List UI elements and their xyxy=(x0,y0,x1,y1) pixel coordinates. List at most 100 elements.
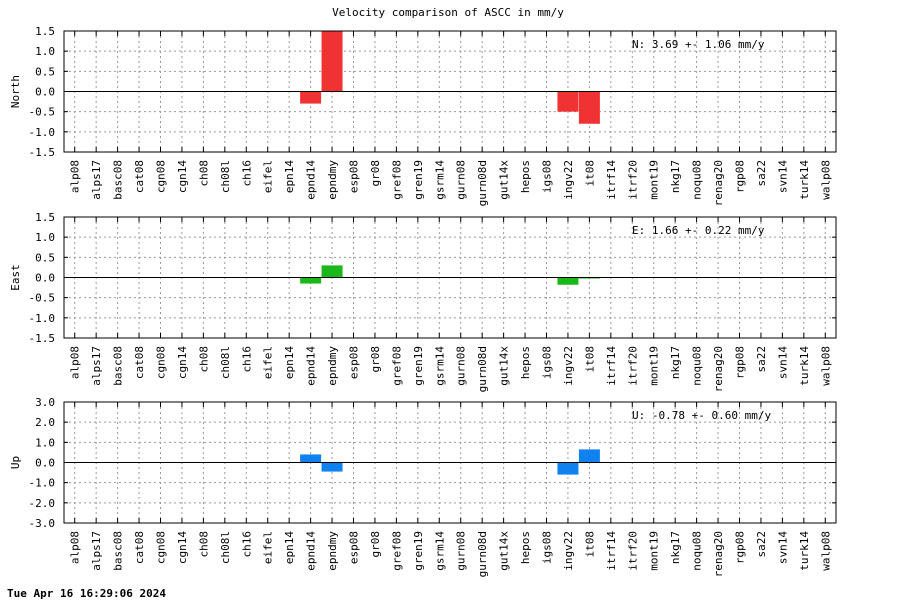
y-tick-label: -3.0 xyxy=(29,517,56,530)
x-tick-label: gref08 xyxy=(390,160,403,200)
timestamp-footer: Tue Apr 16 16:29:06 2024 xyxy=(7,587,166,600)
x-tick-label: itrf20 xyxy=(626,160,639,200)
x-tick-label: mont19 xyxy=(648,160,661,200)
x-tick-label: cgn08 xyxy=(155,346,168,379)
x-tick-label: nkg17 xyxy=(669,531,682,564)
x-tick-label: basc08 xyxy=(112,346,125,386)
x-tick-label: gurn08 xyxy=(455,346,468,386)
panel-annotation: E: 1.66 +- 0.22 mm/y xyxy=(632,224,765,237)
x-tick-label: rgp08 xyxy=(734,531,747,564)
x-tick-label: cgn08 xyxy=(155,531,168,564)
x-tick-label: ch08l xyxy=(219,346,232,379)
x-tick-label: it08 xyxy=(583,531,596,558)
x-tick-label: walp08 xyxy=(819,160,832,200)
x-tick-label: it08 xyxy=(583,346,596,373)
bar-it08 xyxy=(578,449,600,463)
x-tick-label: nkg17 xyxy=(669,346,682,379)
x-tick-label: itrf14 xyxy=(605,160,618,200)
y-tick-label: 1.0 xyxy=(35,45,55,58)
chart-title: Velocity comparison of ASCC in mm/y xyxy=(332,6,564,19)
x-tick-label: gurn08 xyxy=(455,160,468,200)
bar-epnd14 xyxy=(300,454,322,463)
y-tick-label: -2.0 xyxy=(29,497,56,510)
y-tick-label: -0.5 xyxy=(29,106,56,119)
x-tick-label: esp08 xyxy=(348,346,361,379)
y-axis-label: North xyxy=(9,75,22,108)
x-tick-label: renag20 xyxy=(712,346,725,392)
y-tick-label: 3.0 xyxy=(35,396,55,409)
bar-epndmy xyxy=(321,265,343,278)
bar-ingv22 xyxy=(557,462,579,475)
x-tick-label: rgp08 xyxy=(734,160,747,193)
bar-epnd14 xyxy=(300,91,322,104)
x-tick-label: alp08 xyxy=(69,346,82,379)
x-tick-label: epndmy xyxy=(326,531,339,571)
x-tick-label: cgn14 xyxy=(176,346,189,379)
x-tick-label: turk14 xyxy=(798,346,811,386)
x-tick-label: noqu08 xyxy=(691,160,704,200)
x-tick-label: itrf20 xyxy=(626,346,639,386)
x-tick-label: noqu08 xyxy=(691,346,704,386)
y-tick-label: 1.0 xyxy=(35,231,55,244)
x-tick-label: it08 xyxy=(583,160,596,187)
x-tick-label: alps17 xyxy=(90,346,103,386)
bar-ingv22 xyxy=(557,277,579,285)
x-tick-label: walp08 xyxy=(819,531,832,571)
x-tick-label: cat08 xyxy=(133,531,146,564)
x-tick-label: nkg17 xyxy=(669,160,682,193)
x-tick-label: basc08 xyxy=(112,160,125,200)
x-tick-label: epnd14 xyxy=(305,160,318,200)
y-tick-label: 2.0 xyxy=(35,416,55,429)
x-tick-label: ch08 xyxy=(197,160,210,187)
x-tick-label: igs08 xyxy=(541,531,554,564)
x-tick-label: gut14x xyxy=(498,531,511,571)
x-tick-label: gref08 xyxy=(390,346,403,386)
x-tick-label: alps17 xyxy=(90,160,103,200)
y-tick-label: 1.0 xyxy=(35,436,55,449)
x-tick-label: turk14 xyxy=(798,531,811,571)
x-tick-label: gren19 xyxy=(412,346,425,386)
x-tick-label: mont19 xyxy=(648,531,661,571)
x-tick-label: ch16 xyxy=(240,531,253,558)
x-tick-label: svn14 xyxy=(776,160,789,193)
x-tick-label: cgn08 xyxy=(155,160,168,193)
x-tick-label: ch16 xyxy=(240,346,253,373)
x-tick-label: gurn08d xyxy=(476,346,489,392)
panel-annotation: U: -0.78 +- 0.60 mm/y xyxy=(632,409,771,422)
x-tick-label: ch16 xyxy=(240,160,253,187)
x-tick-label: eifel xyxy=(262,160,275,193)
plot-frame xyxy=(63,216,837,339)
x-tick-label: gurn08d xyxy=(476,160,489,206)
x-tick-label: epndmy xyxy=(326,346,339,386)
y-tick-label: 0.5 xyxy=(35,65,55,78)
y-tick-label: -0.5 xyxy=(29,292,56,305)
x-tick-label: ch08 xyxy=(197,531,210,558)
x-tick-label: ingv22 xyxy=(562,346,575,386)
x-tick-label: gurn08d xyxy=(476,531,489,577)
x-tick-label: cat08 xyxy=(133,160,146,193)
x-tick-label: gr08 xyxy=(369,531,382,558)
bar-epndmy xyxy=(321,462,343,472)
x-tick-label: itrf20 xyxy=(626,531,639,571)
x-tick-label: eifel xyxy=(262,346,275,379)
y-tick-label: -1.0 xyxy=(29,312,56,325)
x-tick-label: basc08 xyxy=(112,531,125,571)
x-tick-label: epnd14 xyxy=(305,531,318,571)
x-tick-label: epndmy xyxy=(326,160,339,200)
y-tick-label: 1.5 xyxy=(35,211,55,224)
x-tick-label: noqu08 xyxy=(691,531,704,571)
x-tick-label: hepos xyxy=(519,160,532,193)
x-tick-label: renag20 xyxy=(712,160,725,206)
y-tick-label: -1.0 xyxy=(29,126,56,139)
x-tick-label: gut14x xyxy=(498,346,511,386)
x-tick-label: gurn08 xyxy=(455,531,468,571)
x-tick-label: epn14 xyxy=(283,531,296,564)
x-tick-label: epnd14 xyxy=(305,346,318,386)
x-tick-label: gsrm14 xyxy=(433,531,446,571)
x-tick-label: itrf14 xyxy=(605,346,618,386)
y-tick-label: 0.0 xyxy=(35,457,55,470)
x-tick-label: hepos xyxy=(519,531,532,564)
x-tick-label: rgp08 xyxy=(734,346,747,379)
x-tick-label: epn14 xyxy=(283,346,296,379)
x-tick-label: gsrm14 xyxy=(433,346,446,386)
